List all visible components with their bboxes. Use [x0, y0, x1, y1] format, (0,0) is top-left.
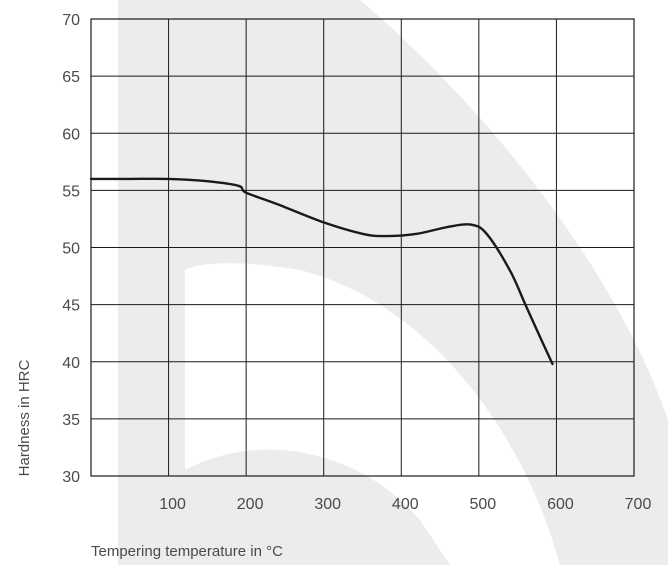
x-tick-label: 600: [547, 496, 574, 513]
x-axis-ticks: 100 200 300 400 500 600 700: [159, 496, 651, 513]
y-tick-label: 60: [62, 126, 80, 143]
x-tick-label: 300: [314, 496, 341, 513]
plot-frame: [90, 18, 635, 477]
x-tick-label: 500: [470, 496, 497, 513]
x-tick-label: 200: [237, 496, 264, 513]
y-tick-label: 50: [62, 241, 80, 258]
y-tick-label: 30: [62, 469, 80, 486]
y-tick-label: 40: [62, 355, 80, 372]
y-axis-ticks: 30 35 40 45 50 55 60 65 70: [62, 12, 80, 486]
y-tick-label: 35: [62, 412, 80, 429]
y-axis-label: Hardness in HRC: [16, 359, 33, 476]
x-axis-label: Tempering temperature in °C: [91, 543, 283, 560]
y-tick-label: 65: [62, 69, 80, 86]
hardness-curve: [89, 177, 554, 366]
x-tick-label: 100: [159, 496, 186, 513]
grid: [91, 18, 635, 477]
y-tick-label: 45: [62, 298, 80, 315]
y-tick-label: 55: [62, 183, 80, 200]
y-tick-label: 70: [62, 12, 80, 29]
watermark-logo: [118, 0, 668, 565]
x-tick-label: 700: [625, 496, 652, 513]
x-tick-label: 400: [392, 496, 419, 513]
